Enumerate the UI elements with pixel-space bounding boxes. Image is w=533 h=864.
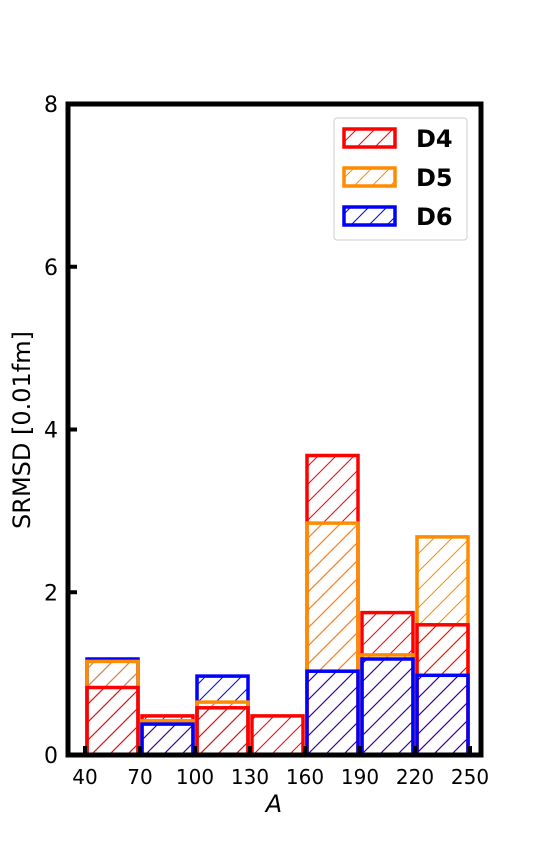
bar-d6-190-220 xyxy=(360,657,415,757)
x-tick-label: 190 xyxy=(341,765,379,789)
legend-label-d6: D6 xyxy=(416,203,453,231)
x-tick-label: 40 xyxy=(72,765,97,789)
ticks-layer: 0 2 4 6 8 40 70 100 130 160 190 220 250 xyxy=(44,93,489,789)
x-tick-label: 70 xyxy=(127,765,152,789)
bar-d4-130-160 xyxy=(250,714,305,757)
y-tick-label: 0 xyxy=(44,744,58,769)
y-tick-label: 6 xyxy=(44,256,58,281)
x-tick-label: 100 xyxy=(176,765,214,789)
y-tick-label: 8 xyxy=(44,93,58,118)
y-tick-label: 2 xyxy=(44,581,58,606)
x-tick-label: 250 xyxy=(451,765,489,789)
bar-d4-40-70 xyxy=(85,685,140,757)
x-tick-label: 160 xyxy=(286,765,324,789)
x-tick-label: 220 xyxy=(396,765,434,789)
bars-layer xyxy=(85,453,470,757)
y-axis-label: SRMSD [0.01fm] xyxy=(8,331,36,529)
y-tick-label: 4 xyxy=(44,419,58,444)
legend-label-d4: D4 xyxy=(416,125,453,153)
legend-swatch-d4 xyxy=(342,127,397,149)
legend-swatch-d6 xyxy=(342,205,397,227)
legend-swatch-d5 xyxy=(342,166,397,188)
legend-label-d5: D5 xyxy=(416,164,453,192)
legend: D4 D5 D6 xyxy=(333,117,468,241)
x-axis-label: A xyxy=(264,790,282,818)
bar-d4-100-130 xyxy=(195,706,250,757)
bar-d6-220-250 xyxy=(415,673,470,757)
x-tick-label: 130 xyxy=(231,765,269,789)
bar-d6-160-190 xyxy=(305,669,360,757)
bar-d6-70-100 xyxy=(140,722,195,757)
